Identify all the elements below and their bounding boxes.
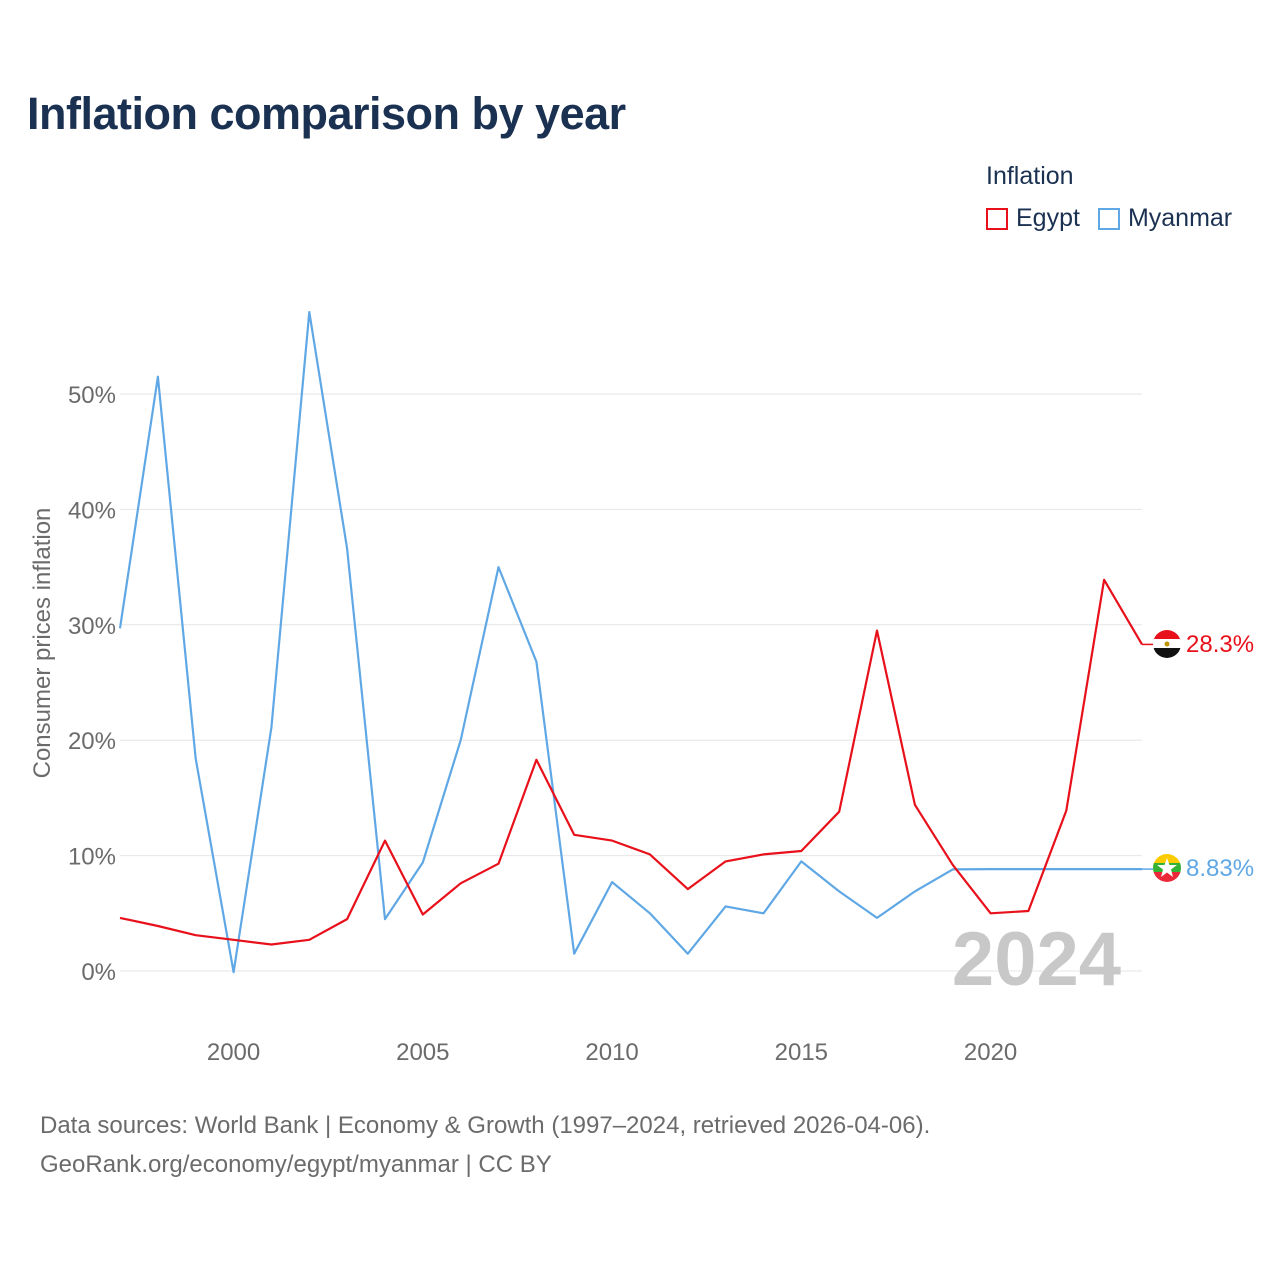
legend-label-myanmar: Myanmar [1127,204,1233,232]
x-tick-label: 2015 [775,1039,828,1066]
year-watermark: 2024 [952,917,1121,1002]
legend: Egypt Myanmar [986,204,1232,233]
x-tick-label: 2005 [396,1039,449,1066]
x-axis: 2000 2005 2010 2015 2020 [207,1039,1017,1066]
footer-sources: Data sources: World Bank | Economy & Gro… [40,1112,931,1139]
end-label-myanmar: 8.83% [1186,855,1254,882]
legend-swatch-egypt [986,207,1008,230]
legend-title: Inflation [986,162,1074,190]
myanmar-flag-icon [1153,854,1181,882]
legend-swatch-myanmar [1097,207,1120,230]
series-line-egypt[interactable] [119,578,1143,946]
end-label-egypt: 28.3% [1186,631,1254,658]
y-tick-label: 30% [68,613,116,640]
y-axis-label: Consumer prices inflation [29,508,56,779]
footer: Data sources: World Bank | Economy & Gro… [40,1106,930,1184]
legend-item-myanmar[interactable]: Myanmar [1097,204,1233,233]
legend-label-egypt: Egypt [1016,204,1080,232]
y-axis: 0% 10% 20% 30% 40% 50% [68,382,116,986]
line-chart: 0% 10% 20% 30% 40% 50% 2000 2005 2010 2015 2020 C… [29,311,1254,1066]
y-tick-label: 10% [68,844,116,871]
footer-credit[interactable]: GeoRank.org/economy/egypt/myanmar | CC B… [40,1151,552,1178]
egypt-flag-icon [1153,630,1181,658]
y-tick-label: 20% [68,728,116,755]
x-tick-label: 2000 [207,1039,260,1066]
y-tick-label: 50% [68,382,116,409]
series-lines [118,311,1153,974]
y-tick-label: 40% [68,497,116,524]
series-line-myanmar[interactable] [118,311,1142,974]
grid [120,393,1142,972]
x-tick-label: 2010 [585,1039,638,1066]
y-tick-label: 0% [81,959,116,986]
legend-item-egypt[interactable]: Egypt [986,204,1080,233]
x-tick-label: 2020 [964,1039,1017,1066]
chart-title: Inflation comparison by year [27,88,626,139]
